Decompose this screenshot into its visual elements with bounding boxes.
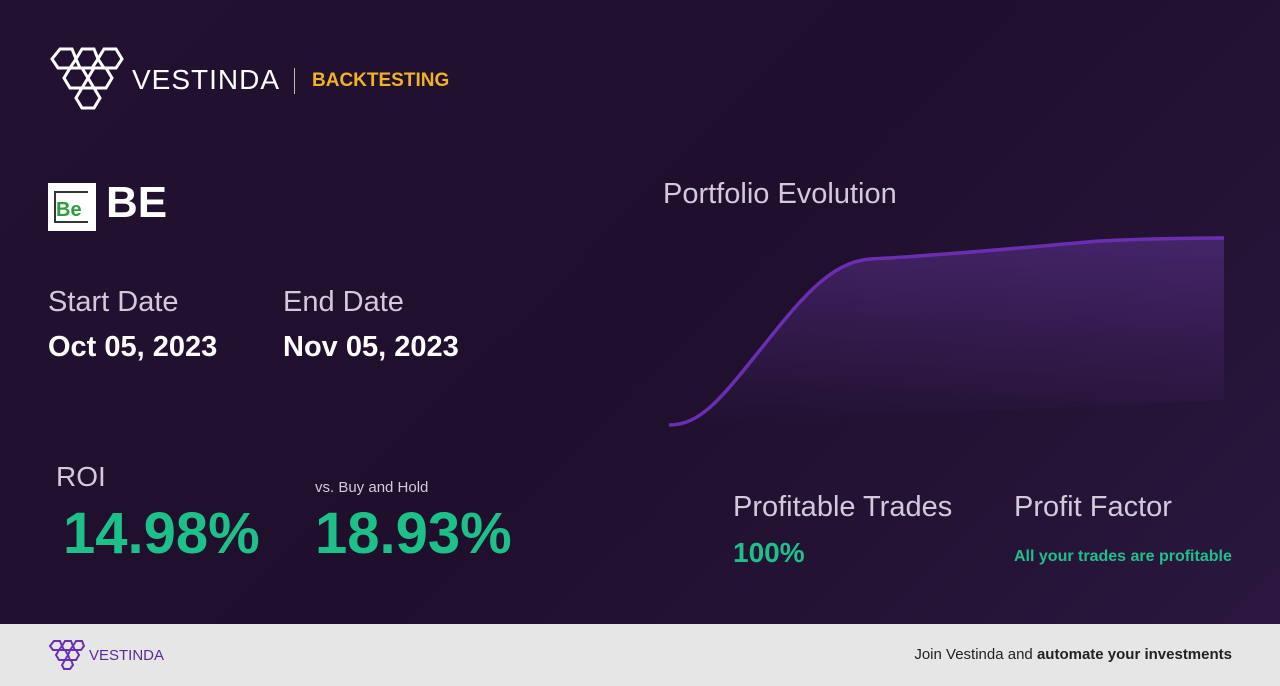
chart-line [668,236,1225,427]
roi-label: ROI [56,461,106,492]
compare-value: 18.93% [315,501,512,566]
chart-title: Portfolio Evolution [663,178,897,210]
section-name: BACKTESTING [312,70,450,91]
brand-logo [50,47,124,110]
end-label: End Date [283,286,404,318]
footer-logo [48,640,86,670]
ticker-logo: Be [48,183,96,231]
end-value: Nov 05, 2023 [283,331,459,363]
trades-value: 100% [733,537,805,568]
footer: VESTINDA Join Vestinda and automate your… [0,624,1280,686]
factor-value: All your trades are profitable [1014,548,1232,565]
compare-label: vs. Buy and Hold [315,479,429,496]
start-value: Oct 05, 2023 [48,331,218,363]
portfolio-chart [668,236,1225,427]
footer-brand: VESTINDA [89,647,165,664]
roi-value: 14.98% [63,501,260,566]
divider [294,68,295,94]
cta-prefix: Join Vestinda and [914,646,1033,663]
brand-name: VESTINDA [132,64,281,95]
ticker-logo-text: Be [56,199,82,221]
start-label: Start Date [48,286,179,318]
trades-label: Profitable Trades [733,491,953,523]
chart-area [669,238,1224,425]
ticker-symbol: BE [106,178,168,227]
footer-cta: Join Vestinda and automate your investme… [914,646,1232,663]
cta-bold: automate your investments [1036,646,1232,663]
factor-label: Profit Factor [1014,491,1172,523]
